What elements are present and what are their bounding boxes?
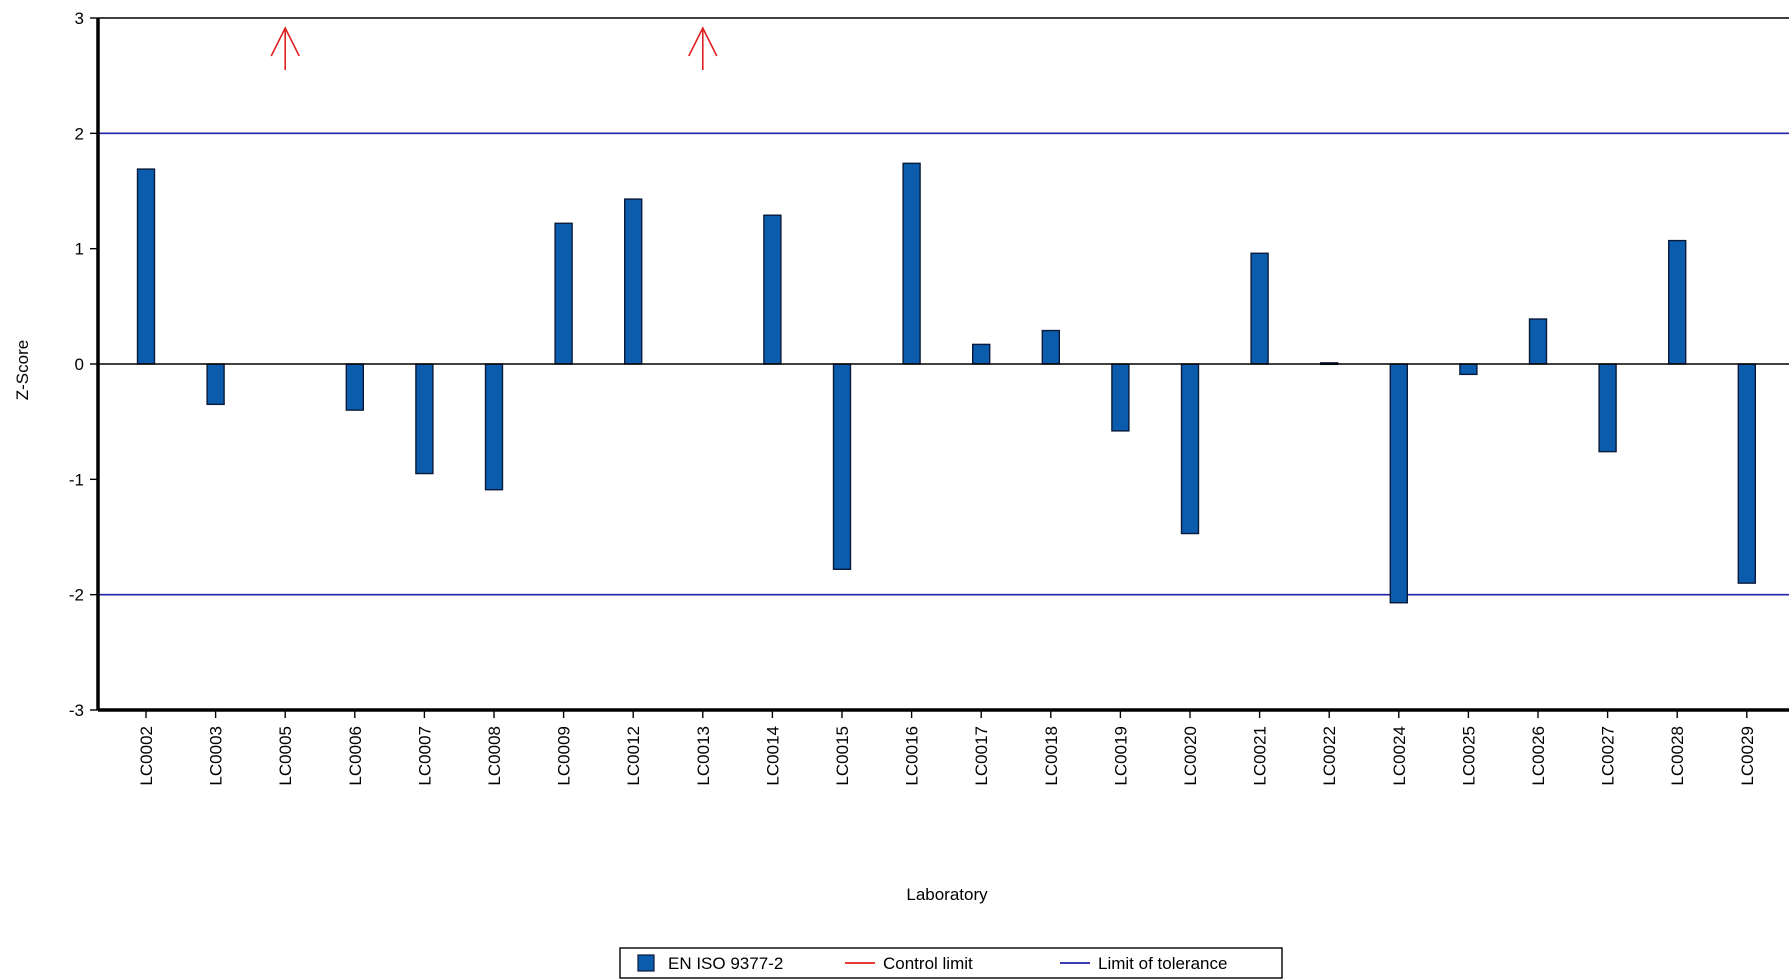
bar xyxy=(1111,363,1130,432)
y-tick-label: 2 xyxy=(75,124,84,143)
bar xyxy=(763,214,782,365)
bar xyxy=(624,198,643,365)
bar xyxy=(1459,363,1478,376)
x-tick-label: LC0024 xyxy=(1390,726,1409,786)
bar xyxy=(415,363,434,475)
bar xyxy=(1667,239,1687,365)
x-tick-label: LC0022 xyxy=(1320,726,1339,786)
y-tick-label: 1 xyxy=(75,240,84,259)
x-tick-label: LC0006 xyxy=(346,726,365,786)
bar xyxy=(484,363,504,491)
x-tick-label: LC0016 xyxy=(903,726,922,786)
y-tick-label: 3 xyxy=(75,9,84,28)
out-of-range-markers xyxy=(270,26,718,70)
bar xyxy=(345,363,364,411)
bar xyxy=(206,363,225,406)
y-axis-title: Z-Score xyxy=(13,340,32,400)
x-tick-label: LC0025 xyxy=(1459,726,1478,786)
y-tick-label: 0 xyxy=(75,355,84,374)
arrow-head xyxy=(270,26,300,57)
x-tick-label: LC0002 xyxy=(137,726,156,786)
x-tick-label: LC0009 xyxy=(555,726,574,786)
y-tick-label: -1 xyxy=(69,470,84,489)
x-tick-label: LC0012 xyxy=(624,726,643,786)
legend-label: EN ISO 9377-2 xyxy=(668,954,783,973)
x-tick-label: LC0014 xyxy=(763,726,782,786)
bar xyxy=(1737,363,1757,584)
arrow-head xyxy=(688,26,718,57)
x-tick-label: LC0021 xyxy=(1251,726,1270,786)
x-tick-label: LC0019 xyxy=(1111,726,1130,786)
bar xyxy=(832,363,852,570)
x-tick-label: LC0018 xyxy=(1042,726,1061,786)
bar xyxy=(554,222,573,365)
x-tick-label: LC0003 xyxy=(207,726,226,786)
x-axis-ticks: LC0002 LC0003 LC0005 LC0006 LC0007 LC0008 LC00… xyxy=(137,710,1757,786)
bar xyxy=(1250,252,1269,365)
out-of-range-arrow xyxy=(270,26,300,70)
x-tick-label: LC0008 xyxy=(485,726,504,786)
bar xyxy=(902,162,921,365)
bar xyxy=(972,343,991,365)
legend-label: Limit of tolerance xyxy=(1098,954,1227,973)
y-tick-label: -2 xyxy=(69,586,84,605)
x-tick-label: LC0007 xyxy=(415,726,434,786)
x-tick-label: LC0027 xyxy=(1599,726,1618,786)
out-of-range-arrow xyxy=(688,26,718,70)
y-axis-ticks: 3 2 1 0 -1 -2 -3 xyxy=(69,9,98,720)
bar xyxy=(136,168,156,365)
legend-swatch xyxy=(637,954,655,972)
legend-box xyxy=(619,947,1283,979)
tolerance-lines xyxy=(98,132,1789,596)
legend: EN ISO 9377-2 Control limit Limit of toler… xyxy=(619,947,1283,979)
x-tick-label: LC0013 xyxy=(694,726,713,786)
bar xyxy=(1041,329,1061,365)
bar xyxy=(1598,363,1617,453)
bar xyxy=(1389,363,1409,604)
bar xyxy=(1528,318,1548,365)
x-tick-label: LC0028 xyxy=(1668,726,1687,786)
x-tick-label: LC0005 xyxy=(276,726,295,786)
legend-label: Control limit xyxy=(883,954,973,973)
x-axis-title: Laboratory xyxy=(906,885,988,904)
x-tick-label: LC0020 xyxy=(1181,726,1200,786)
bar xyxy=(1180,363,1200,535)
y-tick-label: -3 xyxy=(69,701,84,720)
x-tick-label: LC0017 xyxy=(972,726,991,786)
x-tick-label: LC0026 xyxy=(1529,726,1548,786)
x-tick-label: LC0015 xyxy=(833,726,852,786)
x-tick-label: LC0029 xyxy=(1738,726,1757,786)
